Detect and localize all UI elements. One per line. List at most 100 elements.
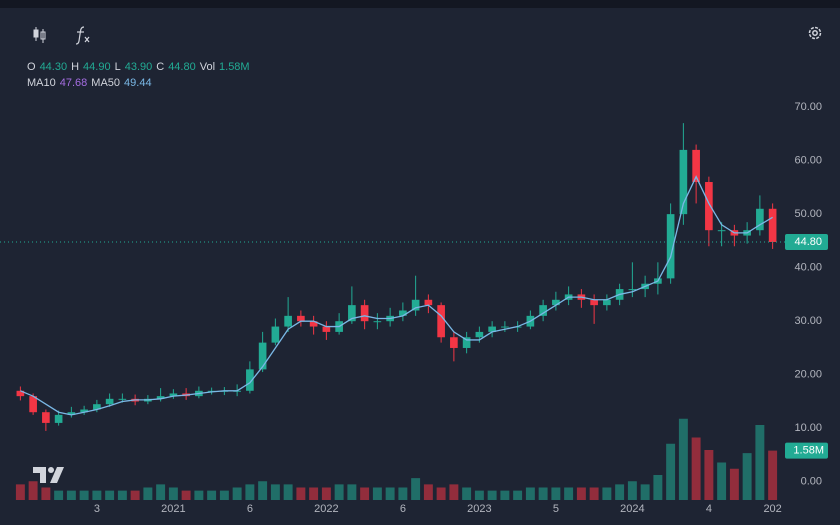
volume-bar [462, 487, 472, 500]
candle-body [488, 326, 496, 332]
volume-bar [181, 490, 191, 500]
y-tick-label: 20.00 [794, 369, 822, 381]
candle-body [297, 315, 305, 322]
volume-bar [768, 450, 778, 500]
candle-body [475, 331, 484, 338]
volume-bar [321, 487, 331, 500]
volume-bar [640, 484, 650, 500]
volume-bar [270, 484, 280, 500]
volume-bar [666, 443, 676, 500]
candle-body [768, 208, 777, 242]
candle-body [54, 414, 63, 423]
indicators-button[interactable] [75, 26, 90, 45]
volume-bar [372, 487, 382, 500]
y-tick-label: 0.00 [801, 476, 822, 488]
x-tick-label: 6 [400, 503, 406, 515]
volume-bar [729, 468, 739, 500]
candle-body [692, 149, 700, 183]
volume-bar [219, 490, 229, 500]
volume-bar [742, 453, 752, 500]
x-tick-label: 202 [763, 503, 781, 515]
volume-bar [487, 490, 497, 500]
candle-body [67, 412, 76, 415]
candle-body [258, 342, 267, 370]
volume-bar [207, 490, 217, 500]
volume-bar [283, 484, 293, 500]
legend-label: C [156, 61, 165, 73]
volume-bar [168, 487, 178, 500]
candle-body [348, 305, 356, 322]
volume-bar [423, 484, 433, 500]
volume-bar [678, 418, 688, 500]
y-tick-label: 30.00 [794, 315, 822, 327]
volume-bar [232, 487, 242, 500]
y-tick-label: 10.00 [794, 422, 822, 434]
candle-body [628, 289, 637, 291]
logo [33, 467, 64, 483]
candle-body [462, 337, 471, 348]
legend-value: 44.30 [39, 61, 68, 73]
legend-label: Vol [199, 61, 216, 73]
volume-bar [117, 490, 127, 500]
candle-body [80, 409, 88, 413]
candle-body [93, 404, 101, 410]
volume-bar [449, 484, 459, 500]
volume-bar [411, 478, 421, 500]
volume-bar [54, 490, 64, 500]
candle-body [105, 398, 114, 405]
volume-bar [245, 484, 255, 500]
ohlc-legend: O 44.30 H 44.90 L 43.90 C 44.80 Vol 1.58M [27, 61, 254, 73]
last-price-label: 44.80 [794, 236, 822, 248]
volume-bar [525, 487, 535, 500]
candle-body [271, 326, 280, 343]
volume-bar [79, 490, 89, 500]
volume-bar [653, 475, 663, 500]
y-tick-label: 50.00 [794, 208, 822, 220]
volume-bar [551, 487, 561, 500]
candle-body [156, 396, 165, 399]
chart-type-button[interactable] [33, 27, 46, 43]
moving-average-line [20, 175, 773, 416]
volume-bar [385, 487, 395, 500]
legend-value: 44.80 [168, 61, 196, 73]
volume-bar [143, 487, 153, 500]
last-price-badge [785, 233, 828, 250]
volume-bar [755, 425, 765, 500]
x-tick-label: 4 [706, 503, 712, 515]
volume-bar [347, 484, 357, 500]
candle-body [29, 396, 37, 413]
candle-body [118, 398, 127, 400]
candle-body [679, 149, 688, 215]
candle-body [322, 326, 331, 332]
last-volume-badge [785, 442, 828, 459]
settings-button[interactable] [808, 26, 822, 40]
last-volume-label: 1.58M [793, 445, 824, 457]
y-tick-label: 70.00 [794, 101, 822, 113]
legend-label: H [71, 61, 80, 73]
volume-bar [130, 490, 140, 500]
candle-body [246, 369, 254, 391]
volume-bar [513, 490, 523, 500]
volume-bar [717, 462, 727, 500]
volume-bars [15, 418, 778, 500]
x-tick-label: 2024 [620, 503, 644, 515]
candle-body [450, 337, 458, 348]
volume-bar [334, 484, 344, 500]
volume-bar [576, 487, 586, 500]
y-tick-label: 60.00 [794, 155, 822, 167]
candle-body [424, 299, 433, 306]
volume-bar [564, 487, 574, 500]
candle-body [590, 299, 598, 306]
candle-body [603, 299, 611, 306]
candle-body [169, 393, 178, 397]
indicator-legend: MA10 47.68 MA50 49.44 [27, 77, 156, 89]
legend-value: 1.58M [219, 61, 250, 73]
x-tick-label: 2023 [467, 503, 491, 515]
candle-body [284, 315, 292, 327]
candle-body [539, 305, 547, 316]
candle-body [552, 299, 560, 306]
indicator-value: 47.68 [59, 77, 88, 89]
indicator-value: 49.44 [124, 77, 152, 89]
